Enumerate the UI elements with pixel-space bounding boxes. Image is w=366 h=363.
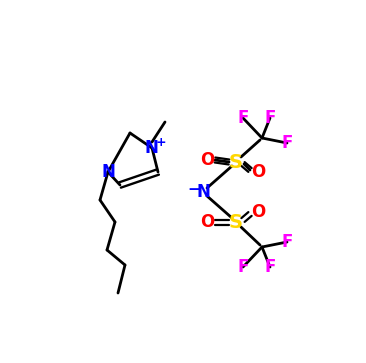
Text: N: N: [101, 163, 115, 181]
Text: O: O: [200, 151, 214, 169]
Text: F: F: [264, 109, 276, 127]
Text: F: F: [237, 109, 249, 127]
Text: O: O: [251, 163, 265, 181]
Text: −: −: [188, 183, 200, 197]
Text: N: N: [196, 183, 210, 201]
Text: +: +: [156, 135, 166, 148]
Text: F: F: [237, 258, 249, 276]
Text: O: O: [251, 203, 265, 221]
Text: F: F: [281, 134, 293, 152]
Text: F: F: [281, 233, 293, 251]
Text: S: S: [229, 152, 243, 171]
Text: O: O: [200, 213, 214, 231]
Text: S: S: [229, 212, 243, 232]
Text: F: F: [264, 258, 276, 276]
Text: N: N: [144, 139, 158, 157]
